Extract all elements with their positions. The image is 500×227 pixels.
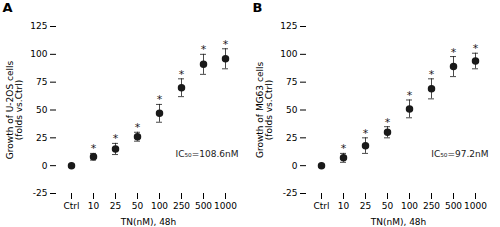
- svg-text:*: *: [179, 68, 185, 81]
- svg-text:TN(nM), 48h: TN(nM), 48h: [370, 217, 427, 227]
- svg-text:Ctrl: Ctrl: [63, 201, 79, 211]
- svg-text:100: 100: [280, 49, 297, 59]
- svg-text:25: 25: [36, 133, 47, 143]
- svg-text:25: 25: [286, 133, 297, 143]
- svg-text:250: 250: [173, 201, 190, 211]
- svg-text:Ctrl: Ctrl: [313, 201, 329, 211]
- svg-text:1000: 1000: [214, 201, 237, 211]
- svg-text:*: *: [429, 68, 435, 81]
- svg-text:A: A: [3, 0, 13, 15]
- svg-text:75: 75: [286, 77, 297, 87]
- svg-text:*: *: [341, 142, 347, 155]
- svg-text:*: *: [385, 116, 391, 129]
- svg-text:50: 50: [382, 201, 394, 211]
- svg-text:75: 75: [36, 77, 47, 87]
- svg-text:10: 10: [88, 201, 100, 211]
- svg-text:50: 50: [286, 105, 298, 115]
- svg-text:250: 250: [423, 201, 440, 211]
- svg-text:0: 0: [292, 161, 298, 171]
- svg-text:100: 100: [401, 201, 418, 211]
- svg-text:100: 100: [30, 49, 47, 59]
- svg-text:*: *: [201, 43, 207, 56]
- svg-text:*: *: [223, 38, 229, 51]
- svg-text:-25: -25: [283, 188, 298, 198]
- svg-text:*: *: [363, 127, 369, 140]
- svg-text:*: *: [157, 93, 163, 106]
- svg-text:Growth of U-2OS cells(folds vs: Growth of U-2OS cells(folds vs.Ctrl): [5, 61, 24, 160]
- svg-text:*: *: [135, 121, 141, 134]
- svg-text:*: *: [451, 46, 457, 59]
- svg-text:500: 500: [445, 201, 462, 211]
- svg-text:IC₅₀=97.2nM: IC₅₀=97.2nM: [431, 149, 488, 159]
- svg-text:25: 25: [360, 201, 371, 211]
- svg-text:25: 25: [110, 201, 121, 211]
- svg-text:*: *: [407, 89, 413, 102]
- svg-text:-25: -25: [33, 188, 48, 198]
- svg-text:IC₅₀=108.6nM: IC₅₀=108.6nM: [176, 149, 239, 159]
- svg-text:*: *: [91, 142, 97, 155]
- svg-text:50: 50: [36, 105, 48, 115]
- svg-text:*: *: [113, 132, 119, 145]
- svg-text:TN(nM), 48h: TN(nM), 48h: [120, 217, 177, 227]
- svg-text:125: 125: [280, 21, 297, 31]
- svg-text:*: *: [473, 42, 479, 55]
- svg-text:500: 500: [195, 201, 212, 211]
- svg-text:100: 100: [151, 201, 168, 211]
- svg-text:10: 10: [338, 201, 350, 211]
- svg-text:B: B: [253, 0, 263, 15]
- svg-text:50: 50: [132, 201, 144, 211]
- svg-text:125: 125: [30, 21, 47, 31]
- svg-text:Growth of MG63 cells(folds vs.: Growth of MG63 cells(folds vs.Ctrl): [255, 62, 274, 159]
- svg-text:0: 0: [42, 161, 48, 171]
- svg-text:1000: 1000: [464, 201, 487, 211]
